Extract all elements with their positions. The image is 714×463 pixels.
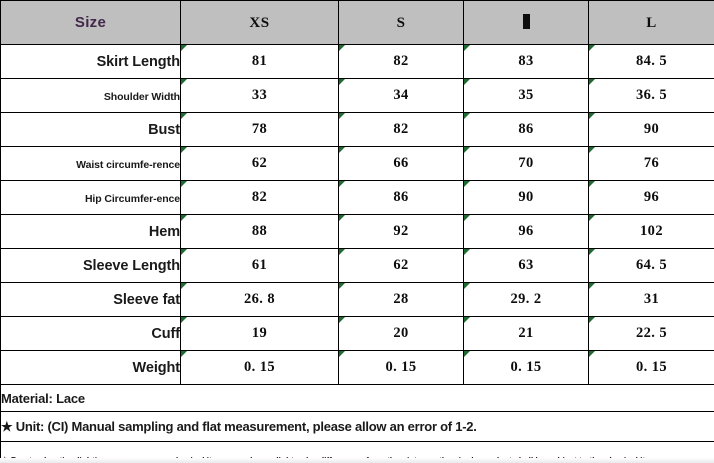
table-row: Waist circumfe-rence 62 66 70 76 <box>0 146 714 181</box>
header-size-s: S <box>396 14 406 31</box>
table-row: Sleeve Length 61 62 63 64. 5 <box>0 248 714 283</box>
cell-sleeve-fat-s: 28 <box>338 282 464 317</box>
table-row: Bust 78 82 86 90 <box>0 112 714 147</box>
cell-bust-xs: 78 <box>180 112 339 147</box>
cell-weight-xs: 0. 15 <box>180 350 339 385</box>
row-label-waist-circumference: Waist circumfe-rence <box>0 146 181 181</box>
cell-cuff-m: 21 <box>463 316 589 351</box>
row-label-sleeve-fat: Sleeve fat <box>0 282 181 317</box>
row-label-weight: Weight <box>0 350 181 385</box>
cell-weight-s: 0. 15 <box>338 350 464 385</box>
cell-cuff-s: 20 <box>338 316 464 351</box>
table-header-row: Size XS S L <box>0 0 714 45</box>
cell-hem-m: 96 <box>463 214 589 249</box>
cell-waist-circumference-s: 66 <box>338 146 464 181</box>
cell-sleeve-fat-m: 29. 2 <box>463 282 589 317</box>
table-row: Skirt Length 81 82 83 84. 5 <box>0 44 714 79</box>
cell-waist-circumference-m: 70 <box>463 146 589 181</box>
table-row: Sleeve fat 26. 8 28 29. 2 31 <box>0 282 714 317</box>
header-cell-size: Size <box>0 0 181 45</box>
cell-hem-xs: 88 <box>180 214 339 249</box>
row-label-text: Hip Circumfer-ence <box>84 192 180 205</box>
table-row: Cuff 19 20 21 22. 5 <box>0 316 714 351</box>
cell-sleeve-fat-xs: 26. 8 <box>180 282 339 317</box>
cell-cuff-l: 22. 5 <box>588 316 714 351</box>
cell-hip-circumference-xs: 82 <box>180 180 339 215</box>
header-size-label: Size <box>74 13 107 31</box>
table-row: Weight 0. 15 0. 15 0. 15 0. 15 <box>0 350 714 385</box>
row-label-skirt-length: Skirt Length <box>0 44 181 79</box>
cell-hip-circumference-l: 96 <box>588 180 714 215</box>
cell-sleeve-length-s: 62 <box>338 248 464 283</box>
unit-note-row: ★ Unit: (CI) Manual sampling and flat me… <box>0 411 714 442</box>
cell-shoulder-width-m: 35 <box>463 78 589 113</box>
table-row: Shoulder Width 33 34 35 36. 5 <box>0 78 714 113</box>
header-cell-l: L <box>588 0 714 45</box>
unit-note: ★ Unit: (CI) Manual sampling and flat me… <box>0 411 714 442</box>
header-cell-xs: XS <box>180 0 339 45</box>
header-cell-m <box>463 0 589 45</box>
cell-hip-circumference-s: 86 <box>338 180 464 215</box>
cell-bust-m: 86 <box>463 112 589 147</box>
header-size-xs: XS <box>249 14 270 31</box>
cell-skirt-length-l: 84. 5 <box>588 44 714 79</box>
cell-shoulder-width-xs: 33 <box>180 78 339 113</box>
cell-bust-s: 82 <box>338 112 464 147</box>
row-label-bust: Bust <box>0 112 181 147</box>
cell-shoulder-width-s: 34 <box>338 78 464 113</box>
material-note-row: Material: Lace <box>0 384 714 412</box>
cell-sleeve-length-xs: 61 <box>180 248 339 283</box>
cell-cuff-xs: 19 <box>180 316 339 351</box>
row-label-sleeve-length: Sleeve Length <box>0 248 181 283</box>
material-note: Material: Lace <box>0 384 714 412</box>
cell-sleeve-fat-l: 31 <box>588 282 714 317</box>
cell-hem-s: 92 <box>338 214 464 249</box>
header-cell-s: S <box>338 0 464 45</box>
table-row: Hip Circumfer-ence 82 86 90 96 <box>0 180 714 215</box>
cell-skirt-length-xs: 81 <box>180 44 339 79</box>
cell-weight-l: 0. 15 <box>588 350 714 385</box>
row-label-shoulder-width: Shoulder Width <box>0 78 181 113</box>
cell-hip-circumference-m: 90 <box>463 180 589 215</box>
cell-waist-circumference-l: 76 <box>588 146 714 181</box>
cell-sleeve-length-l: 64. 5 <box>588 248 714 283</box>
row-label-hip-circumference: Hip Circumfer-ence <box>0 180 181 215</box>
header-size-m-glyph <box>522 13 530 29</box>
cell-waist-circumference-xs: 62 <box>180 146 339 181</box>
bottom-edge-strip <box>0 458 714 463</box>
cell-hem-l: 102 <box>588 214 714 249</box>
table-row: Hem 88 92 96 102 <box>0 214 714 249</box>
row-label-text: Waist circumfe-rence <box>76 158 180 171</box>
cell-skirt-length-s: 82 <box>338 44 464 79</box>
header-size-l: L <box>646 14 657 31</box>
row-label-hem: Hem <box>0 214 181 249</box>
cell-shoulder-width-l: 36. 5 <box>588 78 714 113</box>
cell-skirt-length-m: 83 <box>463 44 589 79</box>
row-label-cuff: Cuff <box>0 316 181 351</box>
cell-weight-m: 0. 15 <box>463 350 589 385</box>
cell-bust-l: 90 <box>588 112 714 147</box>
cell-sleeve-length-m: 63 <box>463 248 589 283</box>
